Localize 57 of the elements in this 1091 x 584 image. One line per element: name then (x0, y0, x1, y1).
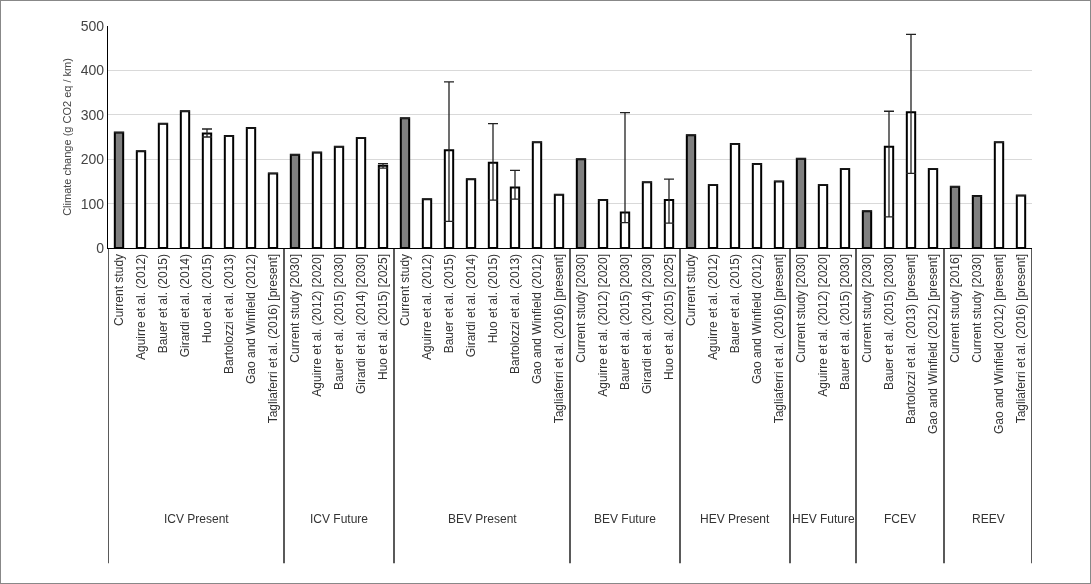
x-tick-label: Gao and Winfield (2012) (529, 253, 544, 385)
x-tick-label: Girardi et al. (2014) [2030] (639, 253, 654, 395)
x-tick-label: Aguirre et al. (2012) [2020] (595, 253, 610, 397)
x-tick-label: Tagliaferri et al. (2016) [present] (1013, 253, 1028, 424)
x-tick-label: Current study (397, 253, 412, 326)
text: HEV Present (700, 512, 771, 526)
x-tick-label: Bauer et al. (2015) [2030] (331, 253, 346, 391)
x-tick-label: Huo et al. (2015) (485, 253, 500, 344)
x-tick-label: Current study [2030] (287, 253, 302, 363)
x-tick-label: Aguirre et al. (2012) (705, 253, 720, 361)
x-tick-label: Bauer et al. (2015) (727, 253, 742, 354)
x-tick-label: Bauer et al. (2015) [2030] (617, 253, 632, 391)
x-tick-label: Huo et al. (2015) [2025] (375, 253, 390, 381)
x-tick-label: Aguirre et al. (2012) (419, 253, 434, 361)
x-tick-label: Aguirre et al. (2012) (133, 253, 148, 361)
x-tick-label: Girardi et al. (2014) [2030] (353, 253, 368, 395)
x-tick-label: Current study [2030] (859, 253, 874, 363)
x-tick-label: Aguirre et al. (2012) [2020] (815, 253, 830, 397)
x-tick-label: Gao and Winfield (2012) [present] (991, 253, 1006, 435)
text: ICV Future (310, 512, 369, 526)
text: HEV Future (792, 512, 856, 526)
x-tick-label: Bauer et al. (2015) (441, 253, 456, 354)
x-tick-label: Gao and Winfield (2012) (749, 253, 764, 385)
x-tick-label: Tagliaferri et al. (2016) [present] (771, 253, 786, 424)
x-tick-label: Current study [2016] (947, 253, 962, 363)
x-tick-label: Tagliaferri et al. (2016) [present] (265, 253, 280, 424)
x-tick-label: Huo et al. (2015) (199, 253, 214, 344)
x-tick-label: Gao and Winfield (2012) (243, 253, 258, 385)
x-tick-label: Bauer et al. (2015) [2030] (837, 253, 852, 391)
x-tick-label: Current study [2030] (969, 253, 984, 363)
text: REEV (972, 512, 1005, 526)
x-tick-label: Bartolozzi et al. (2013) [present] (903, 253, 918, 425)
x-tick-label: Bartolozzi et al. (2013) (507, 253, 522, 375)
x-tick-label: Current study (683, 253, 698, 326)
y-tick-label: 0 (96, 239, 105, 256)
x-tick-label: Huo et al. (2015) [2025] (661, 253, 676, 381)
text: BEV Future (594, 512, 657, 526)
x-tick-label: Girardi et al. (2014) (463, 253, 478, 358)
x-tick-label: Current study (111, 253, 126, 326)
x-tick-label: Tagliaferri et al. (2016) [present] (551, 253, 566, 424)
x-tick-label: Aguirre et al. (2012) [2020] (309, 253, 324, 397)
x-tick-label: Current study [2030] (573, 253, 588, 363)
text: FCEV (884, 512, 917, 526)
x-tick-label: Girardi et al. (2014) (177, 253, 192, 358)
y-tick-label: 300 (80, 106, 105, 123)
text: ICV Present (164, 512, 230, 526)
x-tick-label: Bartolozzi et al. (2013) (221, 253, 236, 375)
y-tick-label: 500 (80, 17, 105, 34)
y-tick-label: 200 (80, 151, 105, 168)
x-tick-label: Current study [2030] (793, 253, 808, 363)
x-tick-label: Bauer et al. (2015) [2030] (881, 253, 896, 391)
text: BEV Present (448, 512, 518, 526)
x-tick-label: Bauer et al. (2015) (155, 253, 170, 354)
y-tick-label: 100 (80, 195, 105, 212)
y-axis-title: Climate change (g CO2 eq / km) (61, 58, 74, 216)
y-tick-label: 400 (80, 62, 105, 79)
x-tick-label: Gao and Winfield (2012) [present] (925, 253, 940, 435)
